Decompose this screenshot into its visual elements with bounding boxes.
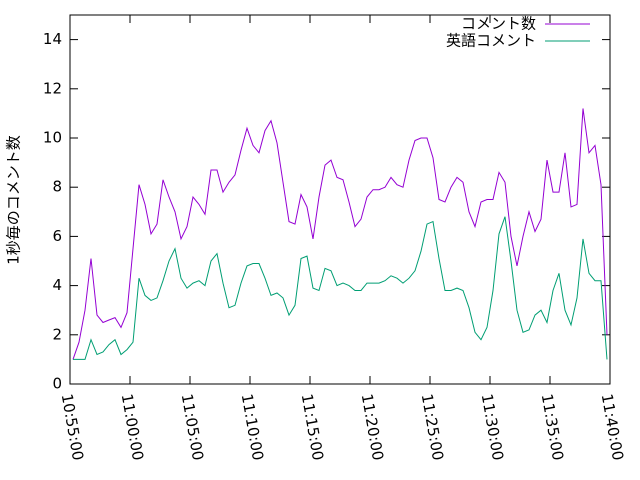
y-tick-label: 12 bbox=[43, 79, 62, 97]
x-tick-label: 11:10:00 bbox=[238, 392, 267, 461]
y-tick-label: 14 bbox=[43, 30, 62, 48]
x-tick-label: 11:00:00 bbox=[118, 392, 147, 461]
x-tick-label: 11:35:00 bbox=[538, 392, 567, 461]
y-axis-label: 1秒毎のコメント数 bbox=[5, 135, 23, 265]
y-tick-label: 8 bbox=[52, 178, 62, 196]
x-tick-label: 11:30:00 bbox=[478, 392, 507, 461]
legend-label: 英語コメント bbox=[446, 32, 536, 50]
legend-label: コメント数 bbox=[461, 15, 536, 33]
x-tick-label: 10:55:00 bbox=[58, 392, 87, 461]
x-tick-label: 11:25:00 bbox=[418, 392, 447, 461]
data-line bbox=[72, 108, 608, 360]
y-tick-label: 4 bbox=[52, 276, 62, 294]
data-line bbox=[73, 216, 608, 360]
y-tick-label: 0 bbox=[52, 375, 62, 393]
y-tick-label: 6 bbox=[52, 227, 62, 245]
y-tick-label: 10 bbox=[43, 129, 62, 147]
x-tick-label: 11:05:00 bbox=[178, 392, 207, 461]
plot-frame bbox=[69, 14, 611, 385]
y-tick-label: 2 bbox=[52, 325, 62, 343]
x-tick-label: 11:20:00 bbox=[358, 392, 387, 461]
x-tick-label: 11:40:00 bbox=[598, 392, 627, 461]
x-tick-label: 11:15:00 bbox=[298, 392, 327, 461]
